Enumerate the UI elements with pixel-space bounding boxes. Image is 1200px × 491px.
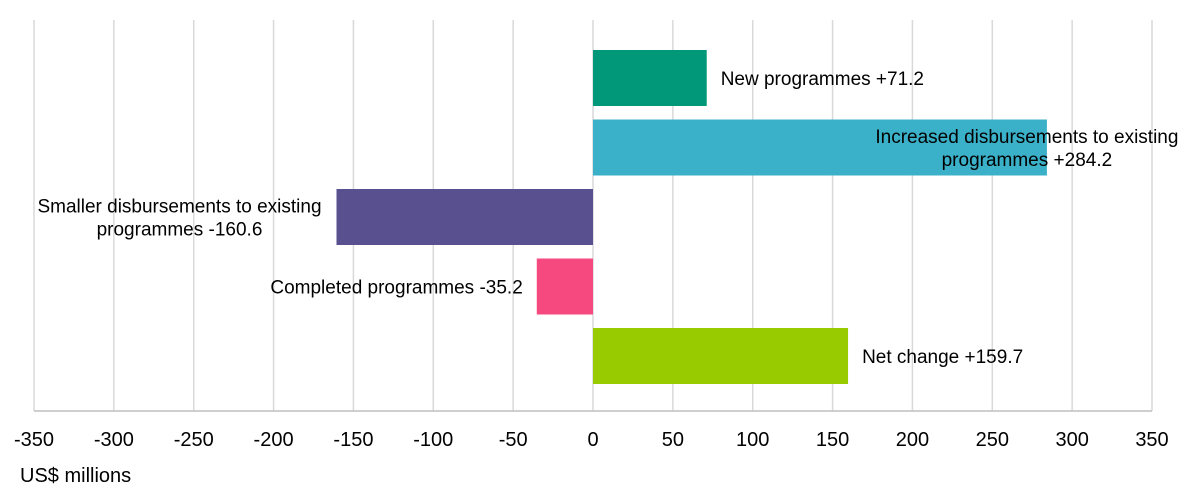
x-axis-label: US$ millions	[20, 465, 131, 487]
bar-label-line: Completed programmes -35.2	[270, 278, 522, 299]
bar	[593, 328, 849, 384]
bar-label: Increased disbursements to existing progr…	[875, 127, 1178, 171]
bar	[336, 189, 593, 245]
bar-label: Completed programmes -35.2	[270, 278, 522, 299]
x-tick-label: 0	[587, 429, 598, 451]
x-tick-labels: -350 -300 -250 -200 -150 -100 -50 0 50 100 150 200 2…	[14, 429, 1169, 451]
x-tick-label: 300	[1055, 429, 1088, 451]
x-tick-label: -350	[14, 429, 54, 451]
x-tick-label: 250	[976, 429, 1009, 451]
bar-label-line: Increased disbursements to existing	[875, 127, 1178, 148]
bar-label: New programmes +71.2	[721, 69, 924, 90]
x-tick-label: -150	[333, 429, 373, 451]
x-tick-label: -100	[413, 429, 453, 451]
x-tick-label: -300	[94, 429, 134, 451]
x-tick-label: -50	[499, 429, 528, 451]
bar	[593, 119, 1047, 176]
x-tick-label: -200	[254, 429, 294, 451]
x-tick-label: 150	[816, 429, 849, 451]
bars	[336, 50, 1047, 384]
bar-label-line: Smaller disbursements to existing	[37, 197, 321, 218]
bar-label-line: Net change +159.7	[862, 347, 1023, 368]
bar-label-line: programmes -160.6	[97, 220, 263, 241]
x-tick-label: 350	[1135, 429, 1168, 451]
bar-label: Net change +159.7	[862, 347, 1023, 368]
bar-label: Smaller disbursements to existing program…	[37, 197, 321, 241]
x-tick-label: 50	[662, 429, 684, 451]
bar	[593, 50, 707, 106]
bar-label-line: New programmes +71.2	[721, 69, 924, 90]
bar-label-line: programmes +284.2	[942, 150, 1113, 171]
x-tick-label: 100	[736, 429, 769, 451]
x-tick-label: 200	[896, 429, 929, 451]
bar-labels: New programmes +71.2 Increased disburseme…	[37, 69, 1178, 368]
x-tick-label: -250	[174, 429, 214, 451]
bar	[536, 258, 593, 315]
